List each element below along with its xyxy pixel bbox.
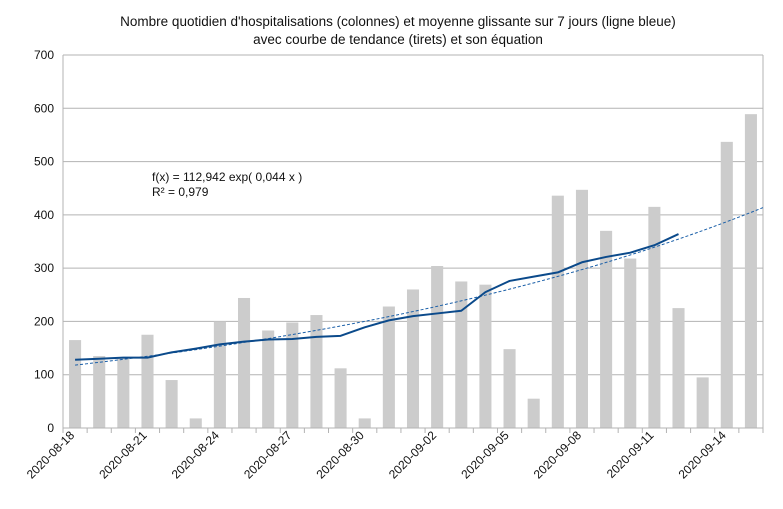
chart-title-line-2: avec courbe de tendance (tirets) et son … [253, 32, 543, 47]
chart-title-line-1: Nombre quotidien d'hospitalisations (col… [120, 14, 676, 29]
trend-line [75, 207, 764, 366]
bar [238, 297, 251, 428]
bar [93, 356, 106, 428]
bar [720, 141, 733, 428]
x-tick-label: 2020-08-21 [96, 428, 150, 482]
bar [527, 398, 540, 428]
y-tick-label: 500 [34, 155, 54, 169]
trend-equation-label: f(x) = 112,942 exp( 0,044 x ) [152, 170, 302, 184]
bar [455, 281, 468, 428]
bar [69, 340, 82, 428]
trend-r2-label: R² = 0,979 [152, 185, 209, 199]
bar-series [69, 114, 757, 428]
bar [358, 418, 371, 428]
y-tick-label: 400 [34, 208, 54, 222]
bar [165, 380, 178, 428]
bar [744, 114, 757, 428]
x-tick-label: 2020-08-24 [169, 428, 223, 482]
bar [310, 315, 323, 428]
y-tick-label: 300 [34, 261, 54, 275]
bar [479, 284, 492, 428]
bar [286, 322, 299, 428]
moving-average-series [75, 233, 679, 361]
bar [575, 189, 588, 428]
bar [503, 349, 516, 428]
trend-series [75, 207, 764, 366]
y-tick-label: 700 [34, 48, 54, 62]
bar [189, 418, 202, 428]
bar [117, 357, 130, 428]
bar [213, 321, 226, 428]
y-tick-label: 0 [47, 421, 54, 435]
y-tick-label: 100 [34, 368, 54, 382]
x-tick-label: 2020-09-11 [604, 428, 657, 481]
bar [334, 368, 347, 428]
y-tick-label: 600 [34, 101, 54, 115]
bar [624, 258, 637, 428]
x-tick-label: 2020-08-18 [24, 428, 78, 482]
bar [672, 308, 685, 428]
x-tick-label: 2020-08-30 [314, 428, 368, 482]
bar [648, 206, 661, 428]
moving-average-line [75, 233, 679, 361]
y-tick-label: 200 [34, 314, 54, 328]
x-tick-label: 2020-09-05 [458, 428, 512, 482]
bar [262, 330, 275, 428]
bar [406, 289, 420, 428]
bar [431, 266, 444, 428]
bar [600, 230, 613, 428]
x-tick-label: 2020-09-02 [386, 428, 440, 482]
bar [551, 195, 564, 428]
x-tick-label: 2020-09-08 [531, 428, 585, 482]
x-tick-label: 2020-09-14 [676, 428, 730, 482]
bar [382, 306, 395, 428]
bar [696, 377, 709, 428]
x-tick-label: 2020-08-27 [241, 428, 295, 482]
bar [141, 334, 154, 428]
